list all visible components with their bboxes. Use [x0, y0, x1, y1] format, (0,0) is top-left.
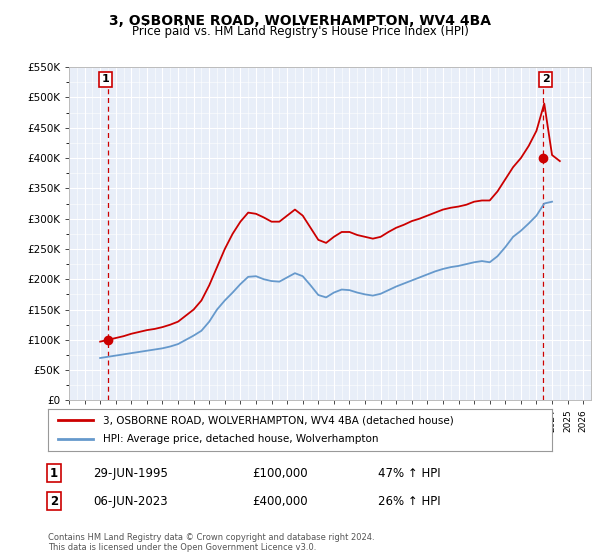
- Text: 2: 2: [542, 74, 550, 85]
- Text: £400,000: £400,000: [252, 494, 308, 508]
- Text: 1: 1: [102, 74, 109, 85]
- Text: HPI: Average price, detached house, Wolverhampton: HPI: Average price, detached house, Wolv…: [103, 435, 379, 445]
- Text: 06-JUN-2023: 06-JUN-2023: [93, 494, 167, 508]
- Text: This data is licensed under the Open Government Licence v3.0.: This data is licensed under the Open Gov…: [48, 543, 316, 552]
- Text: 47% ↑ HPI: 47% ↑ HPI: [378, 466, 440, 480]
- Text: 3, OSBORNE ROAD, WOLVERHAMPTON, WV4 4BA (detached house): 3, OSBORNE ROAD, WOLVERHAMPTON, WV4 4BA …: [103, 415, 454, 425]
- Text: Price paid vs. HM Land Registry's House Price Index (HPI): Price paid vs. HM Land Registry's House …: [131, 25, 469, 38]
- Text: 3, OSBORNE ROAD, WOLVERHAMPTON, WV4 4BA: 3, OSBORNE ROAD, WOLVERHAMPTON, WV4 4BA: [109, 14, 491, 28]
- Text: 26% ↑ HPI: 26% ↑ HPI: [378, 494, 440, 508]
- Text: £100,000: £100,000: [252, 466, 308, 480]
- Text: 1: 1: [50, 466, 58, 480]
- Text: 29-JUN-1995: 29-JUN-1995: [93, 466, 168, 480]
- Text: Contains HM Land Registry data © Crown copyright and database right 2024.: Contains HM Land Registry data © Crown c…: [48, 533, 374, 542]
- Text: 2: 2: [50, 494, 58, 508]
